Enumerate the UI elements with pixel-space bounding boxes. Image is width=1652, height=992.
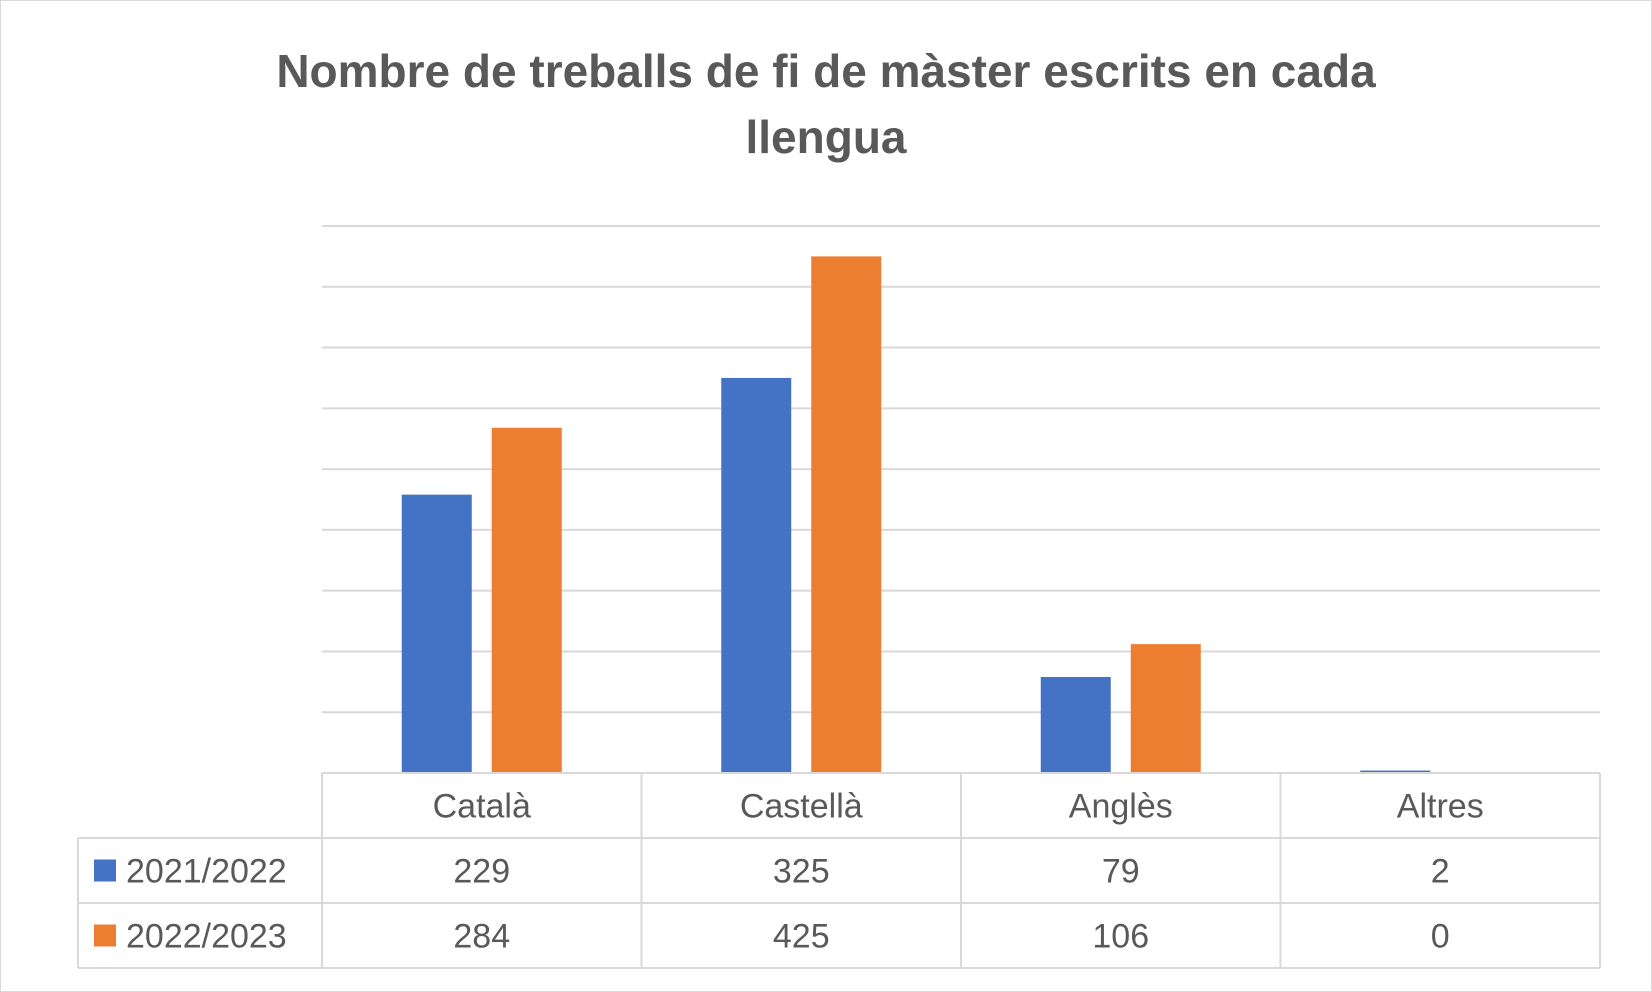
bar-2-2: [811, 256, 882, 773]
data-value-label: 0: [1431, 918, 1450, 956]
data-value-label: 425: [773, 918, 830, 956]
bar-1-3: [1040, 676, 1111, 773]
legend-key: [94, 924, 116, 947]
bar-1-1: [401, 494, 472, 773]
category-label: Altres: [1397, 788, 1484, 826]
data-value-label: 106: [1092, 918, 1149, 956]
category-label: Castellà: [740, 788, 863, 826]
chart-title-line-1: Nombre de treballs de fi de màster escri…: [276, 45, 1376, 97]
bar-1-4: [1360, 770, 1431, 773]
series-name: 2022/2023: [126, 918, 287, 956]
data-value-label: 284: [453, 918, 510, 956]
category-label: Anglès: [1069, 788, 1173, 826]
category-label: Català: [433, 788, 531, 826]
chart-title: Nombre de treballs de fi de màster escri…: [0, 38, 1652, 170]
data-value-label: 2: [1431, 853, 1450, 891]
bar-1-2: [721, 377, 792, 773]
data-value-label: 79: [1102, 853, 1140, 891]
chart-title-line-2: llengua: [745, 111, 907, 163]
bar-2-1: [491, 427, 562, 773]
bar-2-3: [1130, 644, 1201, 773]
series-name: 2021/2022: [126, 853, 287, 891]
legend-key: [94, 859, 116, 882]
data-value-label: 229: [453, 853, 510, 891]
data-value-label: 325: [773, 853, 830, 891]
